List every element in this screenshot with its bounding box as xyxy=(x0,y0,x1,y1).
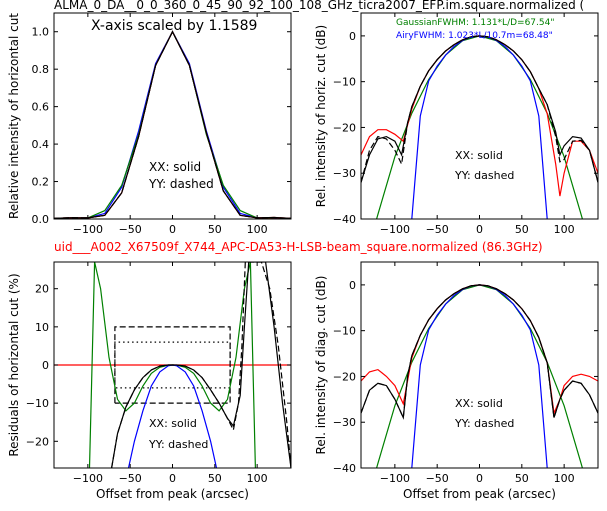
x-tick-label: −50 xyxy=(426,223,449,236)
series-group xyxy=(361,284,598,468)
y-tick-label: 0.8 xyxy=(32,63,50,76)
annotation-text: XX: solid xyxy=(455,149,503,162)
annotation-text: YY: dashed xyxy=(148,177,214,191)
annotation-text: XX: solid xyxy=(149,160,201,174)
y-tick-label: −30 xyxy=(333,167,356,180)
y-tick-label: −20 xyxy=(333,121,356,134)
series-line-2 xyxy=(411,284,548,468)
x-tick-label: 50 xyxy=(515,472,529,485)
y-tick-label: −20 xyxy=(26,435,49,448)
y-axis-label: Residuals of horizontal cut (%) xyxy=(7,273,21,456)
y-tick-label: 0.0 xyxy=(32,213,50,226)
x-axis-label: Offset from peak (arcsec) xyxy=(96,487,249,501)
plot-frame xyxy=(360,261,599,469)
y-tick-label: 1.0 xyxy=(32,26,50,39)
y-tick-label: −40 xyxy=(333,462,356,475)
x-tick-label: 0 xyxy=(476,223,483,236)
x-tick-label: 50 xyxy=(208,223,222,236)
y-tick-label: 0 xyxy=(349,279,356,292)
y-tick-label: 10 xyxy=(35,321,49,334)
series-line-2 xyxy=(114,326,231,404)
annotation-text: YY: dashed xyxy=(454,417,514,430)
x-tick-label: 100 xyxy=(554,223,575,236)
y-tick-label: −20 xyxy=(333,370,356,383)
series-line-2 xyxy=(411,35,548,219)
series-line-5 xyxy=(361,284,598,420)
annotation-text: X-axis scaled by 1.1589 xyxy=(91,18,257,34)
annotation-text: XX: solid xyxy=(455,397,503,410)
x-tick-label: 100 xyxy=(554,472,575,485)
x-tick-label: −50 xyxy=(119,472,142,485)
series-line-5 xyxy=(54,30,291,219)
series-line-7 xyxy=(111,262,291,468)
y-axis-label: Rel. intensity of horiz. cut (dB) xyxy=(314,25,328,207)
panel-horizontal-cut-db: −100 −50 0 50 100 0 −10 −20 −30 −40 Rel. intensity… xyxy=(314,12,599,236)
panel-diagonal-cut-db: −100 −50 0 50 100 0 −10 −20 −30 −40 Rel. intensity… xyxy=(314,261,599,501)
x-tick-label: 100 xyxy=(247,472,268,485)
x-tick-label: 0 xyxy=(169,472,176,485)
y-tick-label: −10 xyxy=(333,325,356,338)
series-group xyxy=(54,30,291,219)
y-tick-label: 0 xyxy=(42,359,49,372)
y-tick-label: −40 xyxy=(333,213,356,226)
panel-horizontal-cut: −100 −50 0 50 100 0.0 0.2 0.4 0.6 0.8 1.0 Relative … xyxy=(7,12,292,236)
x-tick-label: 50 xyxy=(208,472,222,485)
y-tick-label: 0 xyxy=(349,30,356,43)
y-tick-label: 0.6 xyxy=(32,101,50,114)
x-tick-label: 0 xyxy=(476,472,483,485)
series-line-4 xyxy=(361,35,598,183)
annotation-text: YY: dashed xyxy=(148,438,208,451)
y-axis-label: Relative intensity of horizontal cut xyxy=(7,13,21,219)
x-tick-label: −50 xyxy=(426,472,449,485)
x-tick-label: 50 xyxy=(515,223,529,236)
x-tick-label: 100 xyxy=(247,223,268,236)
top-title: ALMA_0_DA__0_0_360_0_45_90_92_100_108_GH… xyxy=(54,0,584,12)
x-tick-label: −100 xyxy=(73,472,103,485)
annotation-text: YY: dashed xyxy=(454,169,514,182)
y-tick-label: −30 xyxy=(333,416,356,429)
bottom-title: uid___A002_X67509f_X744_APC-DA53-H-LSB-b… xyxy=(54,240,543,254)
x-axis-label: Offset from peak (arcsec) xyxy=(403,487,556,501)
y-axis-label: Rel. intensity of diag. cut (dB) xyxy=(314,276,328,455)
x-tick-label: −100 xyxy=(380,472,410,485)
series-group xyxy=(54,262,291,468)
y-tick-label: 0.2 xyxy=(32,176,50,189)
legend-entry: GaussianFWHM: 1.131*L/D=67.54" xyxy=(396,18,554,28)
y-tick-label: 0.4 xyxy=(32,138,50,151)
y-tick-label: −10 xyxy=(26,397,49,410)
x-tick-label: −100 xyxy=(380,223,410,236)
series-group xyxy=(361,35,598,219)
y-tick-label: −10 xyxy=(333,76,356,89)
x-tick-label: 0 xyxy=(169,223,176,236)
annotation-text: XX: solid xyxy=(149,417,197,430)
y-tick-label: 20 xyxy=(35,283,49,296)
plot-frame xyxy=(360,12,599,220)
series-line-5 xyxy=(361,35,598,183)
x-tick-label: −50 xyxy=(119,223,142,236)
x-tick-label: −100 xyxy=(73,223,103,236)
legend-entry: AiryFWHM: 1.023*L/10.7m=68.48" xyxy=(396,31,553,41)
